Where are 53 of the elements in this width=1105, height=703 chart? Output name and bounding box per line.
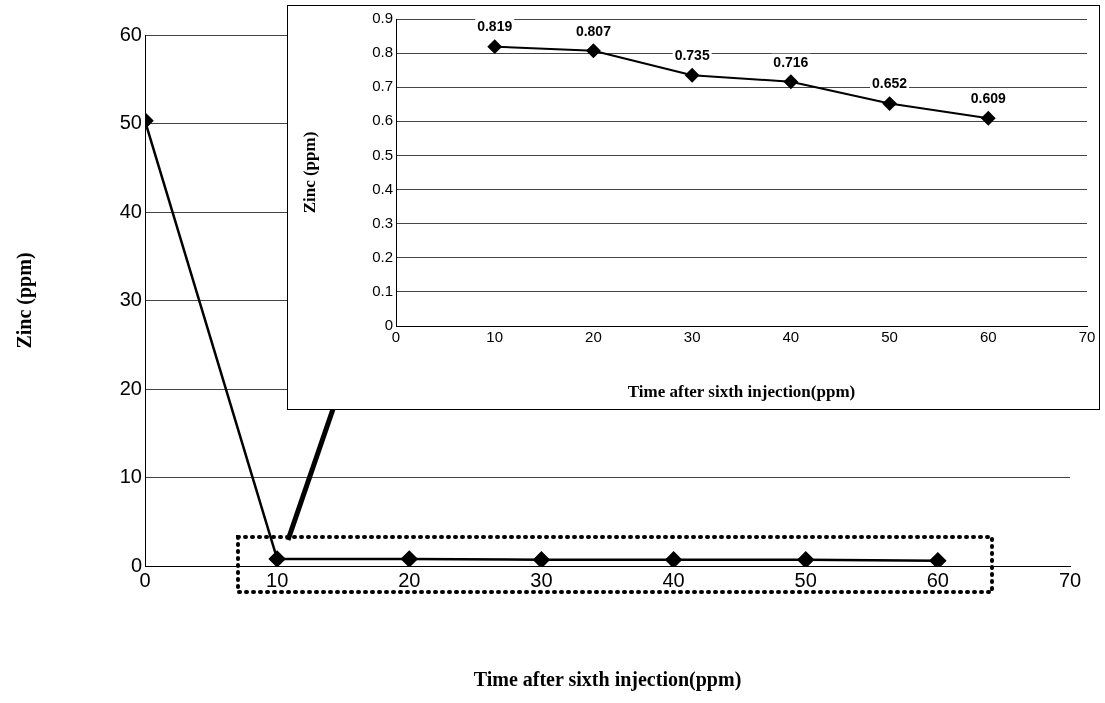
x-axis-title: Time after sixth injection(ppm) bbox=[627, 382, 856, 402]
y-tick-label: 0.3 bbox=[372, 213, 393, 231]
x-tick-label: 60 bbox=[926, 568, 949, 591]
x-tick-label: 20 bbox=[398, 568, 421, 591]
data-label: 0.652 bbox=[872, 75, 908, 92]
data-label: 0.735 bbox=[674, 47, 710, 64]
y-axis-title: Zinc (ppm) bbox=[299, 131, 319, 214]
point bbox=[882, 96, 897, 111]
x-tick-label: 60 bbox=[979, 328, 997, 346]
x-axis-title: Time after sixth injection(ppm) bbox=[473, 668, 742, 692]
x-tick-label: 10 bbox=[486, 328, 504, 346]
y-axis-title: Zinc (ppm) bbox=[13, 252, 37, 349]
x-tick-label: 50 bbox=[881, 328, 898, 346]
x-tick-label: 30 bbox=[683, 328, 701, 346]
point bbox=[685, 68, 700, 83]
x-tick-label: 70 bbox=[1078, 328, 1096, 346]
point bbox=[401, 550, 418, 566]
x-tick-label: 30 bbox=[530, 568, 553, 591]
y-tick-label: 0 bbox=[130, 553, 142, 576]
y-tick-label: 0.4 bbox=[372, 179, 393, 197]
y-tick-label: 50 bbox=[119, 111, 142, 134]
y-tick-label: 0.1 bbox=[372, 282, 393, 300]
y-tick-label: 60 bbox=[119, 22, 142, 45]
y-tick-label: 10 bbox=[119, 465, 142, 488]
y-tick-label: 20 bbox=[119, 376, 142, 399]
y-tick-label: 0.9 bbox=[372, 9, 393, 27]
data-label: 0.819 bbox=[477, 18, 513, 35]
y-tick-label: 0.5 bbox=[372, 145, 393, 163]
data-label: 0.807 bbox=[575, 22, 612, 39]
data-label: 0.609 bbox=[970, 90, 1007, 107]
x-tick-label: 70 bbox=[1058, 568, 1082, 591]
y-tick-label: 0.6 bbox=[372, 111, 393, 129]
point bbox=[929, 552, 947, 566]
data-label: 0.716 bbox=[773, 53, 809, 70]
y-tick-label: 0.2 bbox=[372, 247, 393, 265]
point bbox=[533, 551, 550, 566]
x-tick-label: 20 bbox=[585, 328, 602, 346]
x-tick-label: 40 bbox=[782, 328, 800, 346]
point bbox=[665, 551, 682, 566]
x-tick-label: 10 bbox=[266, 568, 289, 591]
y-tick-label: 40 bbox=[119, 199, 142, 222]
point bbox=[783, 74, 798, 89]
point bbox=[797, 551, 814, 566]
point bbox=[981, 111, 996, 126]
y-tick-label: 0.7 bbox=[372, 77, 393, 95]
y-tick-label: 0 bbox=[384, 316, 393, 334]
point bbox=[586, 43, 601, 58]
point bbox=[268, 550, 286, 566]
y-tick-label: 30 bbox=[119, 288, 142, 311]
x-tick-label: 50 bbox=[794, 568, 817, 591]
point bbox=[487, 39, 502, 54]
x-tick-label: 40 bbox=[662, 568, 685, 591]
y-tick-label: 0.8 bbox=[372, 43, 393, 61]
